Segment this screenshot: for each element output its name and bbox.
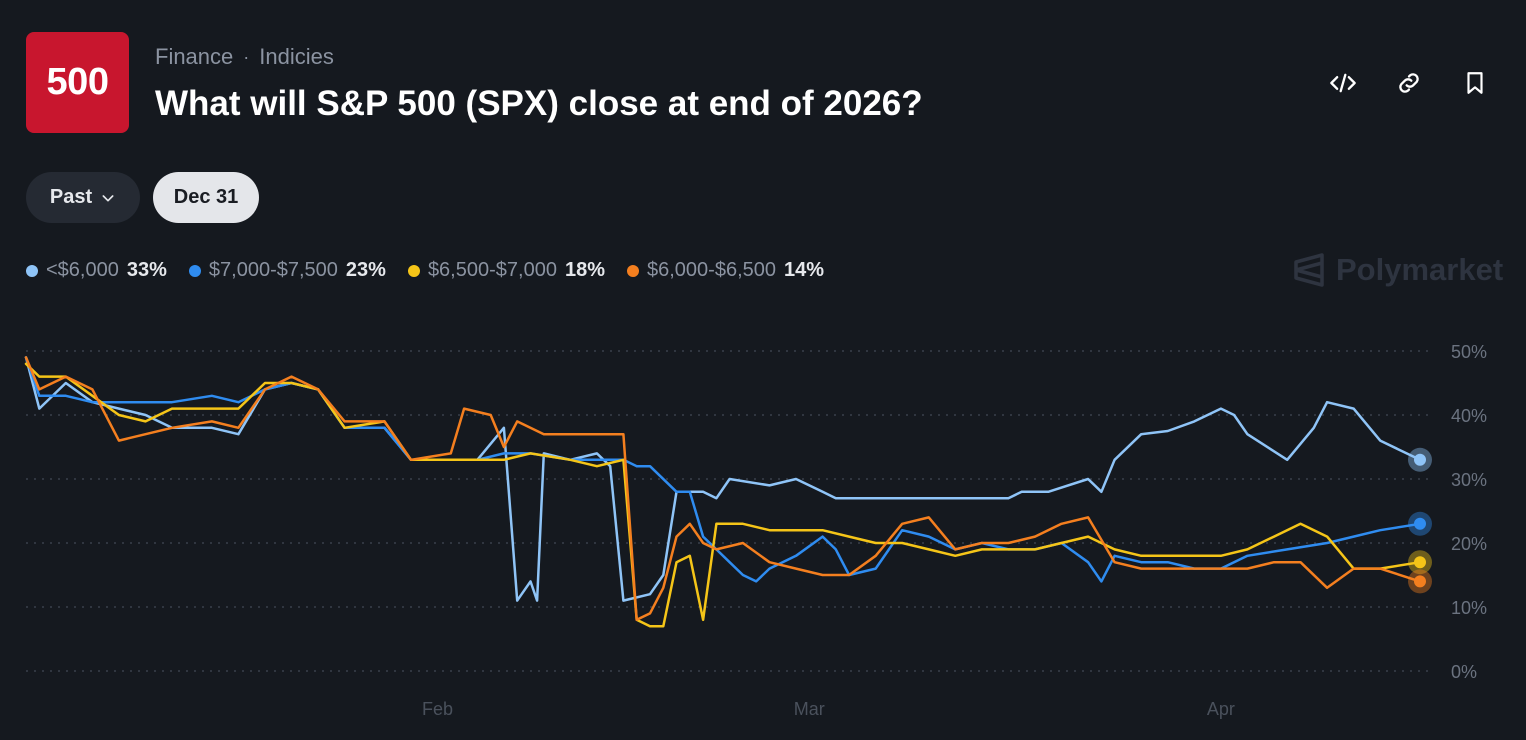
legend-item-7000-7500: $7,000-$7,500 23%	[188, 259, 386, 282]
y-tick-label: 40%	[1451, 406, 1487, 426]
brand-name: Polymarket	[1336, 252, 1504, 287]
code-icon	[1330, 73, 1356, 93]
time-range-label: Past	[49, 186, 93, 208]
page-title: What will S&P 500 (SPX) close at end of …	[155, 84, 923, 123]
embed-button[interactable]	[1326, 66, 1360, 100]
bookmark-button[interactable]	[1458, 66, 1492, 100]
x-tick-label: Feb	[422, 699, 453, 719]
legend-label: $7,000-$7,500	[208, 259, 338, 281]
bookmark-icon	[1467, 72, 1483, 94]
legend-dot	[26, 264, 38, 277]
time-range-dropdown[interactable]: Past	[26, 172, 140, 223]
market-logo: 500	[26, 32, 129, 133]
endpoint-marker	[1414, 575, 1426, 588]
breadcrumb: Finance · Indicies	[155, 44, 334, 70]
series-line	[24, 356, 1422, 583]
date-filter-button[interactable]: Dec 31	[153, 172, 259, 223]
series-line	[24, 362, 1422, 628]
x-tick-label: Mar	[794, 699, 825, 719]
y-tick-label: 10%	[1451, 598, 1487, 618]
legend-dot	[626, 264, 639, 277]
chart-legend: <$6,000 33% $7,000-$7,500 23% $6,500-$7,…	[26, 259, 824, 282]
y-tick-label: 50%	[1451, 342, 1487, 362]
legend-dot	[407, 264, 420, 277]
polymarket-watermark: Polymarket	[1292, 252, 1503, 288]
legend-item-under-6000: <$6,000 33%	[26, 259, 167, 282]
action-bar	[1326, 66, 1492, 100]
legend-value: 18%	[564, 259, 605, 281]
polymarket-logo-icon	[1294, 253, 1324, 287]
x-tick-label: Apr	[1207, 699, 1235, 719]
series-line	[24, 356, 1422, 622]
endpoint-marker	[1414, 556, 1426, 569]
legend-dot	[188, 264, 201, 277]
y-tick-label: 20%	[1451, 534, 1487, 554]
link-icon	[1399, 73, 1419, 93]
breadcrumb-subcategory[interactable]: Indicies	[259, 44, 334, 69]
endpoint-marker	[1414, 517, 1426, 530]
probability-line-chart: 0% 10% 20% 30% 40% 50% Feb Mar Apr	[24, 342, 1487, 719]
legend-value: 23%	[345, 259, 386, 281]
date-filter-label: Dec 31	[173, 186, 239, 208]
legend-value: 14%	[784, 259, 825, 281]
legend-label: $6,500-$7,000	[427, 259, 557, 281]
y-tick-label: 0%	[1451, 662, 1477, 682]
breadcrumb-category[interactable]: Finance	[155, 44, 234, 69]
legend-label: $6,000-$6,500	[646, 259, 776, 281]
legend-item-6500-7000: $6,500-$7,000 18%	[407, 259, 605, 282]
endpoint-marker	[1414, 453, 1426, 466]
y-tick-label: 30%	[1451, 470, 1487, 490]
copy-link-button[interactable]	[1392, 66, 1426, 100]
chevron-down-icon	[102, 194, 114, 201]
breadcrumb-separator: ·	[243, 46, 250, 67]
legend-value: 33%	[126, 259, 167, 281]
legend-item-6000-6500: $6,000-$6,500 14%	[626, 259, 825, 282]
legend-label: <$6,000	[46, 259, 119, 281]
